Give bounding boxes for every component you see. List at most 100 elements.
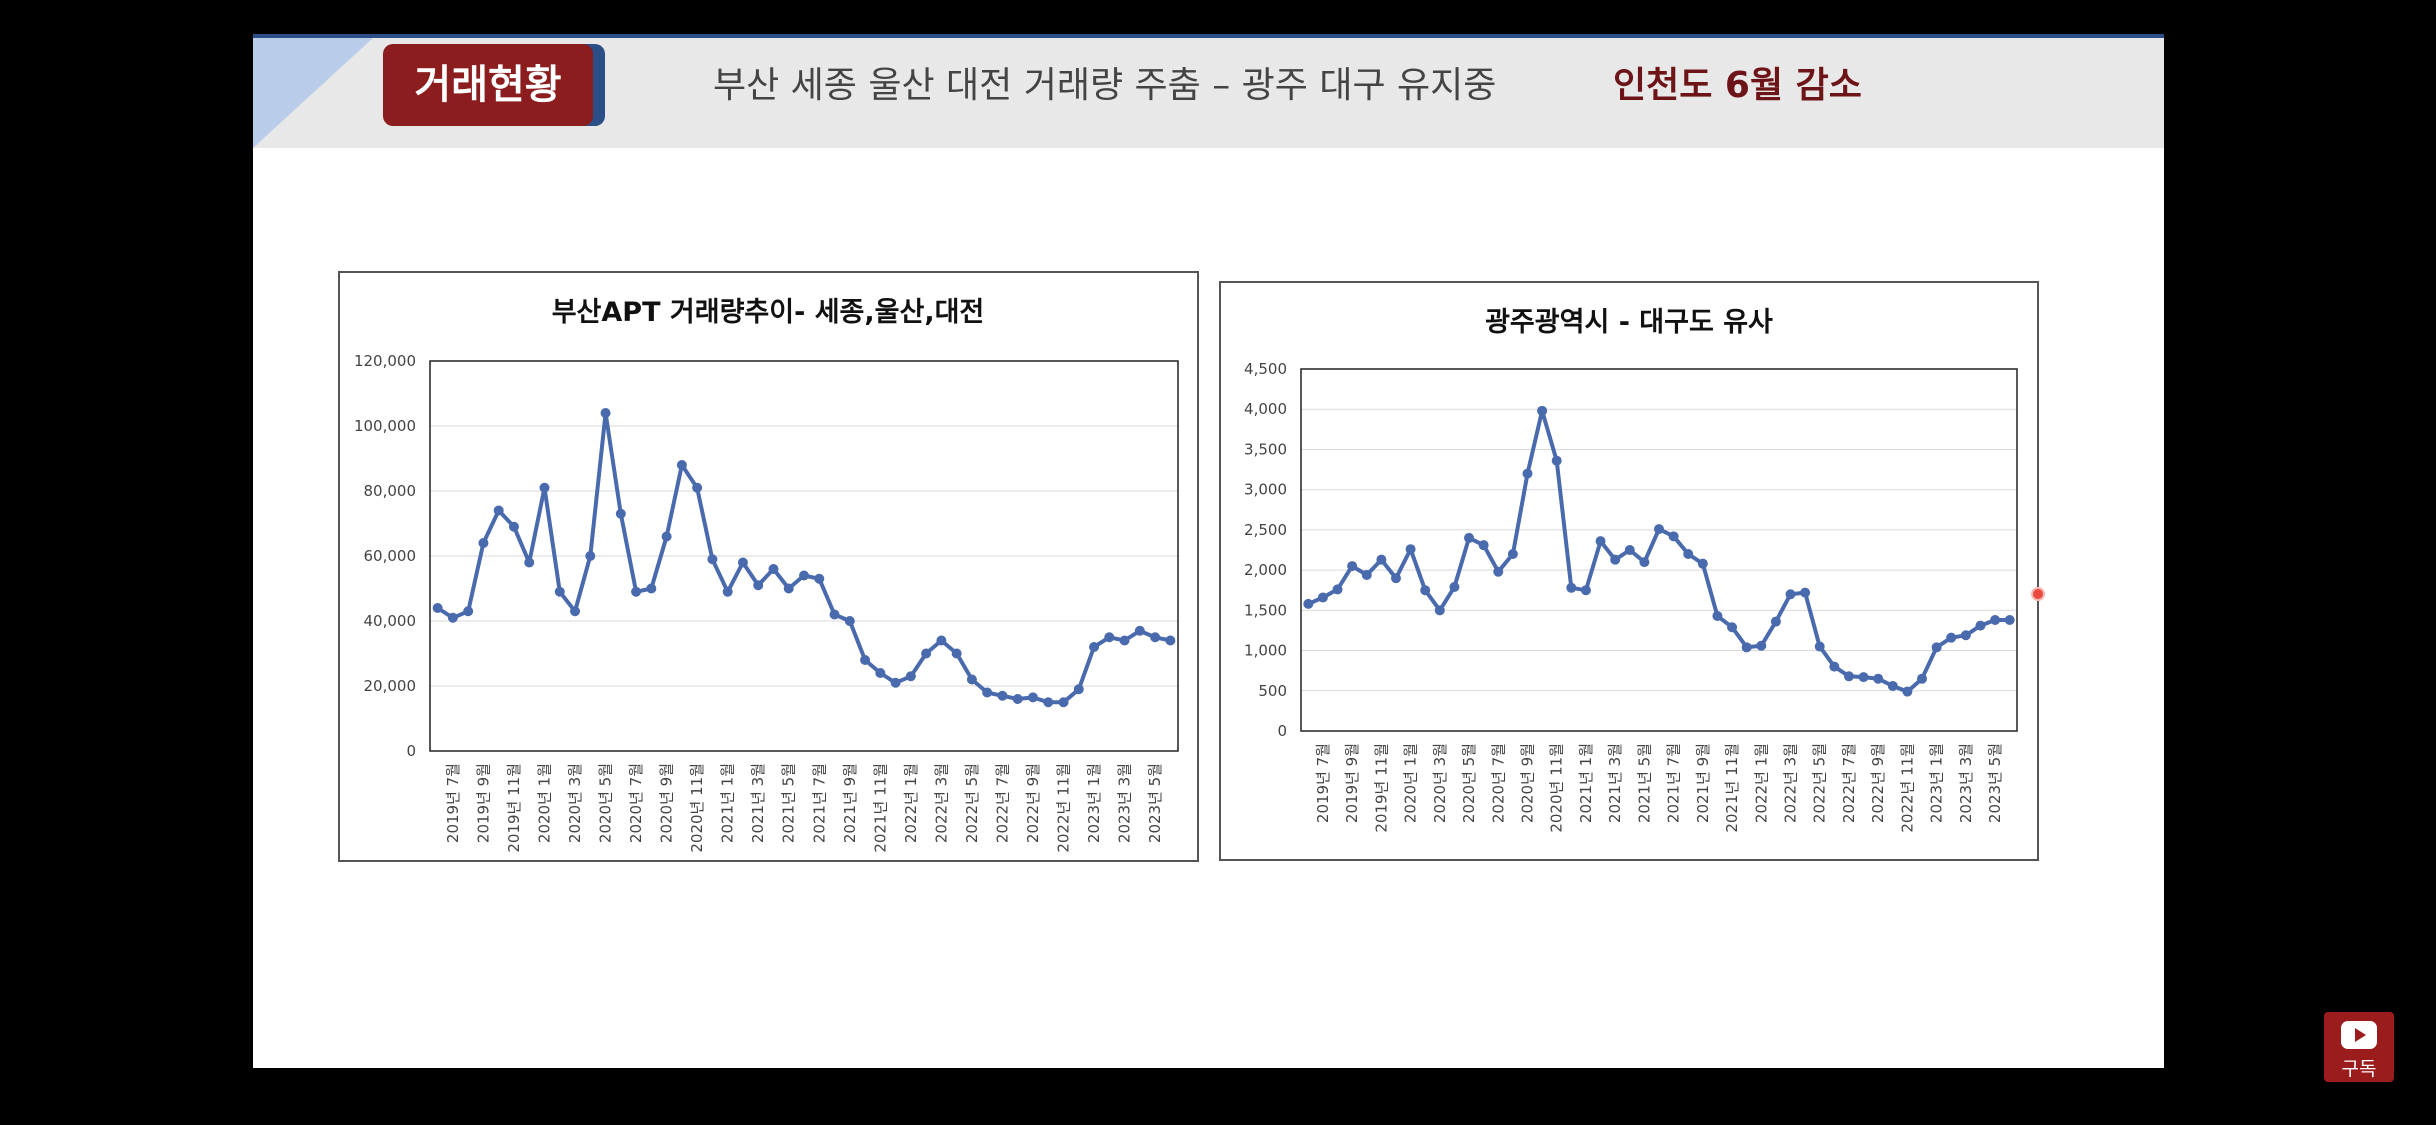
data-point bbox=[1624, 545, 1635, 555]
data-point bbox=[936, 635, 947, 646]
data-point bbox=[631, 586, 642, 597]
data-point bbox=[1654, 524, 1664, 535]
corner-decoration bbox=[253, 38, 373, 148]
subscribe-button[interactable]: 구독 bbox=[2324, 1012, 2394, 1082]
data-point bbox=[478, 538, 489, 548]
y-tick-label: 100,000 bbox=[354, 417, 416, 435]
x-tick-label: 2021년 9월 bbox=[1694, 743, 1712, 823]
headline-accent: 인천도 6월 감소 bbox=[1613, 65, 1862, 106]
data-point bbox=[615, 508, 626, 519]
data-point bbox=[1434, 605, 1445, 616]
data-point bbox=[539, 482, 550, 493]
x-tick-label: 2020년 7월 bbox=[1489, 743, 1507, 823]
data-point bbox=[570, 606, 581, 617]
data-point bbox=[1551, 455, 1562, 466]
x-tick-label: 2021년 3월 bbox=[749, 763, 767, 843]
data-point bbox=[875, 668, 886, 678]
data-point bbox=[1566, 582, 1577, 593]
data-point bbox=[1712, 610, 1723, 621]
y-tick-label: 120,000 bbox=[354, 352, 416, 370]
x-tick-label: 2021년 5월 bbox=[1635, 743, 1653, 823]
data-point bbox=[1917, 673, 1928, 684]
x-tick-label: 2019년 11월 bbox=[505, 763, 523, 853]
data-point bbox=[997, 690, 1008, 701]
data-point bbox=[1420, 585, 1431, 596]
data-point bbox=[1405, 544, 1416, 555]
data-point bbox=[1887, 680, 1898, 691]
x-tick-label: 2020년 11월 bbox=[688, 763, 706, 853]
y-tick-label: 20,000 bbox=[364, 677, 417, 695]
data-point bbox=[1012, 694, 1023, 704]
data-point bbox=[1697, 558, 1708, 569]
data-point bbox=[1668, 531, 1679, 542]
y-tick-label: 1,500 bbox=[1244, 601, 1287, 619]
data-point bbox=[1756, 640, 1767, 651]
data-point bbox=[1829, 661, 1840, 672]
y-tick-label: 4,000 bbox=[1244, 400, 1287, 418]
data-point bbox=[661, 531, 672, 542]
y-tick-label: 60,000 bbox=[364, 547, 417, 565]
data-point bbox=[1449, 582, 1460, 593]
data-point bbox=[463, 606, 474, 617]
section-badge-label: 거래현황 bbox=[414, 62, 562, 108]
data-point bbox=[707, 554, 718, 565]
y-tick-label: 1,000 bbox=[1244, 642, 1287, 660]
x-tick-label: 2023년 3월 bbox=[1116, 763, 1134, 843]
data-point bbox=[1990, 614, 2001, 625]
x-tick-label: 2021년 3월 bbox=[1606, 743, 1624, 823]
data-point bbox=[814, 573, 825, 584]
x-tick-label: 2019년 7월 bbox=[444, 763, 462, 843]
data-point bbox=[1478, 540, 1489, 551]
y-tick-label: 80,000 bbox=[364, 482, 417, 500]
section-badge: 거래현황 bbox=[383, 44, 593, 126]
data-point bbox=[890, 677, 901, 688]
x-tick-label: 2019년 9월 bbox=[474, 763, 492, 843]
data-point bbox=[493, 505, 504, 516]
data-point bbox=[844, 616, 855, 626]
data-point bbox=[1303, 598, 1314, 609]
x-tick-label: 2020년 9월 bbox=[1518, 743, 1536, 823]
data-point bbox=[1639, 557, 1650, 568]
data-point bbox=[921, 648, 932, 659]
y-tick-label: 3,000 bbox=[1244, 481, 1287, 499]
x-tick-label: 2022년 7월 bbox=[993, 763, 1011, 843]
data-point bbox=[1317, 592, 1328, 603]
data-point bbox=[1800, 587, 1811, 598]
busan-chart-svg: 부산APT 거래량추이- 세종,울산,대전 0 20,000 40,000 60,000… bbox=[354, 297, 1179, 853]
x-tick-label: 2021년 1월 bbox=[1577, 743, 1595, 823]
chart-title: 광주광역시 - 대구도 유사 bbox=[1485, 307, 1773, 338]
data-point bbox=[1580, 585, 1591, 596]
x-tick-label: 2022년 1월 bbox=[1752, 743, 1770, 823]
x-tick-label: 2023년 5월 bbox=[1146, 763, 1164, 843]
plot-frame bbox=[429, 360, 1179, 752]
data-point bbox=[860, 655, 871, 665]
x-tick-label: 2020년 1월 bbox=[1402, 743, 1420, 823]
x-tick-label: 2020년 5월 bbox=[1460, 743, 1478, 823]
y-tick-label: 4,500 bbox=[1244, 360, 1287, 378]
data-point bbox=[1741, 642, 1752, 653]
x-tick-label: 2022년 3월 bbox=[1782, 743, 1800, 823]
x-tick-label: 2019년 9월 bbox=[1343, 743, 1361, 823]
data-point bbox=[1770, 616, 1781, 627]
data-point bbox=[1931, 642, 1942, 653]
data-point bbox=[1727, 622, 1738, 633]
x-tick-label: 2022년 5월 bbox=[963, 763, 981, 843]
data-point bbox=[966, 674, 977, 685]
y-tick-label: 40,000 bbox=[364, 612, 417, 630]
x-tick-label: 2022년 9월 bbox=[1869, 743, 1887, 823]
headline: 부산 세종 울산 대전 거래량 주춤 – 광주 대구 유지중 bbox=[713, 65, 1497, 106]
data-point bbox=[1104, 632, 1115, 643]
data-point bbox=[768, 564, 779, 574]
data-point bbox=[508, 521, 519, 532]
x-tick-label: 2020년 7월 bbox=[627, 763, 645, 843]
x-tick-label: 2020년 11월 bbox=[1548, 743, 1566, 833]
data-point bbox=[1027, 692, 1038, 703]
data-point bbox=[1119, 635, 1130, 646]
data-point bbox=[447, 612, 458, 623]
data-point bbox=[1610, 554, 1621, 565]
x-tick-label: 2023년 1월 bbox=[1928, 743, 1946, 823]
data-point bbox=[1683, 549, 1694, 560]
gwangju-chart-svg: 광주광역시 - 대구도 유사 0 500 1,000 1,500 2,000 2,500 3,… bbox=[1244, 307, 2018, 833]
data-point bbox=[676, 460, 687, 470]
y-tick-label: 0 bbox=[406, 742, 416, 760]
